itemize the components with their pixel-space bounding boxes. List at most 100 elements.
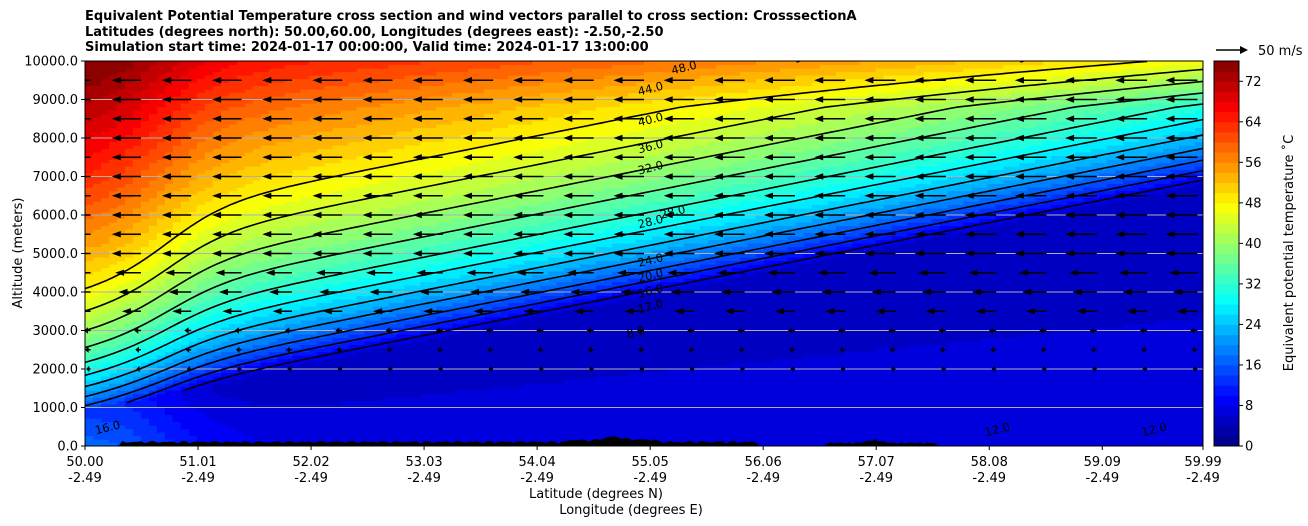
field-cell xyxy=(851,113,861,129)
field-cell xyxy=(1035,145,1044,153)
field-cell xyxy=(1003,159,1012,167)
field-cell xyxy=(588,138,597,153)
field-cell xyxy=(556,61,565,73)
field-cell xyxy=(819,236,829,241)
field-cell xyxy=(723,236,733,244)
wind-arrowhead xyxy=(463,231,472,238)
contour-label: 44.0 xyxy=(636,79,664,99)
field-cell xyxy=(1171,320,1180,446)
field-cell xyxy=(508,229,517,241)
field-cell xyxy=(316,117,326,132)
field-cell xyxy=(1179,61,1188,66)
wind-vectors xyxy=(85,77,1198,373)
field-cell xyxy=(508,386,517,446)
field-cell xyxy=(1115,110,1124,118)
field-cell xyxy=(859,243,869,248)
wind-arrowhead xyxy=(222,308,232,315)
field-cell xyxy=(420,295,429,304)
field-cell xyxy=(795,190,805,202)
x-tick-label-lon: -2.49 xyxy=(407,471,441,486)
field-cell xyxy=(108,348,118,356)
field-cell xyxy=(588,264,597,272)
field-cell xyxy=(763,78,773,90)
wind-arrowhead xyxy=(463,115,472,122)
field-cell xyxy=(1067,68,1076,76)
field-cell xyxy=(819,120,829,136)
field-cell xyxy=(707,274,717,279)
field-cell xyxy=(460,295,469,304)
field-cell xyxy=(1051,176,1060,185)
wind-arrowhead xyxy=(663,77,673,84)
field-cell xyxy=(524,281,533,290)
field-cell xyxy=(492,316,501,321)
wind-arrowhead xyxy=(717,269,727,276)
field-cell xyxy=(132,299,142,311)
field-cell xyxy=(995,89,1004,97)
quiver-key-label: 50 m/s xyxy=(1258,44,1303,59)
field-cell xyxy=(108,190,118,209)
field-cell xyxy=(540,82,549,94)
field-cell xyxy=(995,215,1004,223)
wind-arrowhead xyxy=(1065,115,1075,122)
field-cell xyxy=(588,180,597,192)
field-cell xyxy=(612,187,621,199)
field-cell xyxy=(132,159,142,178)
field-cell xyxy=(739,71,749,83)
field-cell xyxy=(428,61,437,76)
field-cell xyxy=(236,155,246,171)
field-cell xyxy=(444,71,453,83)
field-cell xyxy=(348,344,358,349)
field-cell xyxy=(564,260,573,269)
field-cell xyxy=(1043,190,1052,199)
field-cell xyxy=(388,309,398,318)
field-cell xyxy=(132,92,142,111)
field-cell xyxy=(300,78,310,90)
field-cell xyxy=(380,68,390,80)
field-cell xyxy=(164,183,174,199)
field-cell xyxy=(524,106,533,125)
field-cell xyxy=(675,253,685,262)
field-cell xyxy=(771,246,781,251)
wind-arrowhead xyxy=(570,288,580,296)
field-cell xyxy=(228,124,238,143)
field-cell xyxy=(452,390,461,446)
field-cell xyxy=(683,204,693,216)
wind-arrowhead xyxy=(312,96,322,103)
field-cell xyxy=(923,204,933,209)
field-cell xyxy=(803,239,813,244)
wind-arrowhead xyxy=(1122,288,1132,296)
field-cell xyxy=(939,64,949,73)
field-cell xyxy=(188,162,198,181)
field-cell xyxy=(1123,89,1132,97)
field-cell xyxy=(220,194,230,209)
field-cell xyxy=(787,162,797,174)
field-cell xyxy=(412,267,421,279)
field-cell xyxy=(180,215,190,230)
field-cell xyxy=(747,201,757,209)
field-cell xyxy=(228,190,238,206)
field-cell xyxy=(284,323,294,332)
field-cell xyxy=(300,320,310,328)
field-cell xyxy=(588,152,597,167)
wind-arrowhead xyxy=(864,250,874,257)
wind-arrowhead xyxy=(262,96,272,103)
field-cell xyxy=(236,358,246,367)
field-cell xyxy=(332,71,342,87)
field-cell xyxy=(763,71,773,80)
wind-arrowhead xyxy=(111,173,121,180)
field-cell xyxy=(204,351,214,360)
field-cell xyxy=(755,222,765,230)
field-cell xyxy=(180,376,190,384)
field-cell xyxy=(628,225,637,234)
field-cell xyxy=(811,218,821,227)
field-cell xyxy=(564,281,573,290)
field-cell xyxy=(1139,92,1148,101)
colorbar-tick-label: 8 xyxy=(1245,399,1253,414)
wind-arrowhead xyxy=(1115,77,1125,84)
field-cell xyxy=(100,197,110,213)
field-cell xyxy=(811,169,821,181)
field-cell xyxy=(85,85,94,104)
field-cell xyxy=(444,106,453,125)
field-cell xyxy=(420,141,429,160)
field-cell xyxy=(380,337,390,346)
